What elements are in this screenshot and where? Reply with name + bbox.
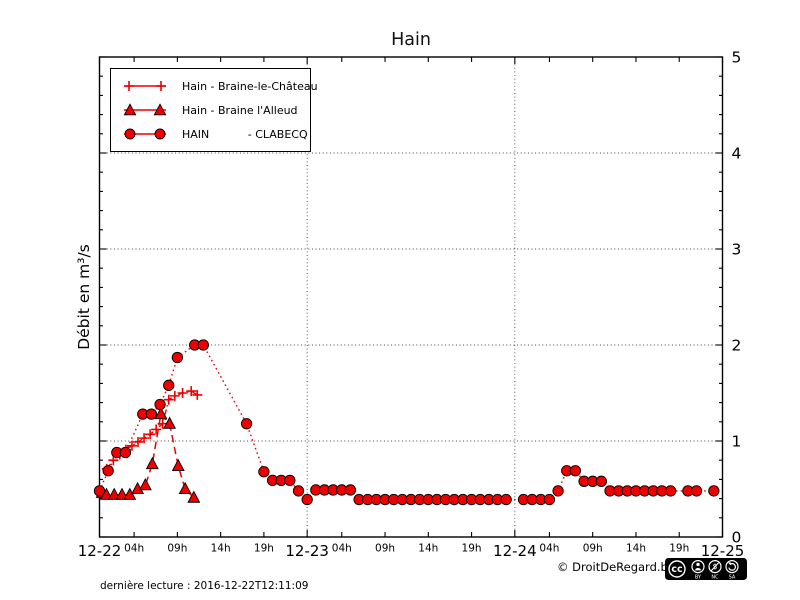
svg-text:09h: 09h xyxy=(375,543,395,555)
svg-text:19h: 19h xyxy=(669,543,689,555)
svg-text:04h: 04h xyxy=(332,543,352,555)
triangle-marker-icon xyxy=(123,103,167,116)
svg-text:12-25: 12-25 xyxy=(701,542,745,560)
legend-item-braine-le-chateau: Hain - Braine-le-Château xyxy=(111,79,318,93)
svg-text:cc: cc xyxy=(671,564,682,575)
footer-meta: dernière lecture : 2016-12-22T12:11:09 d… xyxy=(100,556,308,600)
svg-text:0: 0 xyxy=(732,529,742,547)
svg-text:5: 5 xyxy=(732,49,742,67)
circle-marker-icon xyxy=(124,128,166,140)
cc-icon: cc xyxy=(668,560,686,578)
legend-label: Hain - Braine l'Alleud xyxy=(182,103,298,117)
svg-text:12-24: 12-24 xyxy=(493,542,537,560)
svg-text:14h: 14h xyxy=(418,543,438,555)
svg-text:09h: 09h xyxy=(583,543,603,555)
svg-text:14h: 14h xyxy=(211,543,231,555)
legend-item-braine-l-alleud: Hain - Braine l'Alleud xyxy=(111,103,310,117)
svg-text:1: 1 xyxy=(732,433,742,451)
svg-text:04h: 04h xyxy=(124,543,144,555)
last-reading-text: dernière lecture : 2016-12-22T12:11:09 xyxy=(100,580,309,592)
svg-text:12-23: 12-23 xyxy=(285,542,329,560)
svg-text:04h: 04h xyxy=(539,543,559,555)
svg-text:14h: 14h xyxy=(626,543,646,555)
legend-label: Hain - Braine-le-Château xyxy=(182,79,318,93)
sa-icon: SA xyxy=(725,560,739,580)
y-axis-label: Débit en m³/s xyxy=(75,244,93,350)
legend-label: HAIN - CLABECQ xyxy=(182,127,308,141)
svg-text:3: 3 xyxy=(732,241,742,259)
axis-ticks xyxy=(98,56,724,538)
nc-icon: $ NC xyxy=(708,560,722,580)
svg-text:SA: SA xyxy=(729,574,736,580)
svg-text:12-22: 12-22 xyxy=(78,542,122,560)
svg-text:09h: 09h xyxy=(167,543,187,555)
plot-border xyxy=(98,56,724,538)
svg-text:BY: BY xyxy=(695,574,702,580)
legend-item-clabecq: HAIN - CLABECQ xyxy=(111,127,310,141)
chart-title: Hain xyxy=(391,30,431,50)
svg-text:NC: NC xyxy=(711,574,719,580)
copyright-text: © DroitDeRegard.be xyxy=(557,560,675,574)
legend: Hain - Braine-le-Château Hain - Braine l… xyxy=(110,68,318,152)
svg-text:4: 4 xyxy=(732,145,742,163)
series-clabecq xyxy=(93,339,720,506)
svg-text:2: 2 xyxy=(732,337,742,355)
plus-marker-icon xyxy=(124,81,166,91)
svg-text:19h: 19h xyxy=(462,543,482,555)
cc-license-badge[interactable]: cc BY $ NC SA xyxy=(665,558,747,580)
by-icon: BY xyxy=(691,560,705,580)
svg-text:19h: 19h xyxy=(254,543,274,555)
